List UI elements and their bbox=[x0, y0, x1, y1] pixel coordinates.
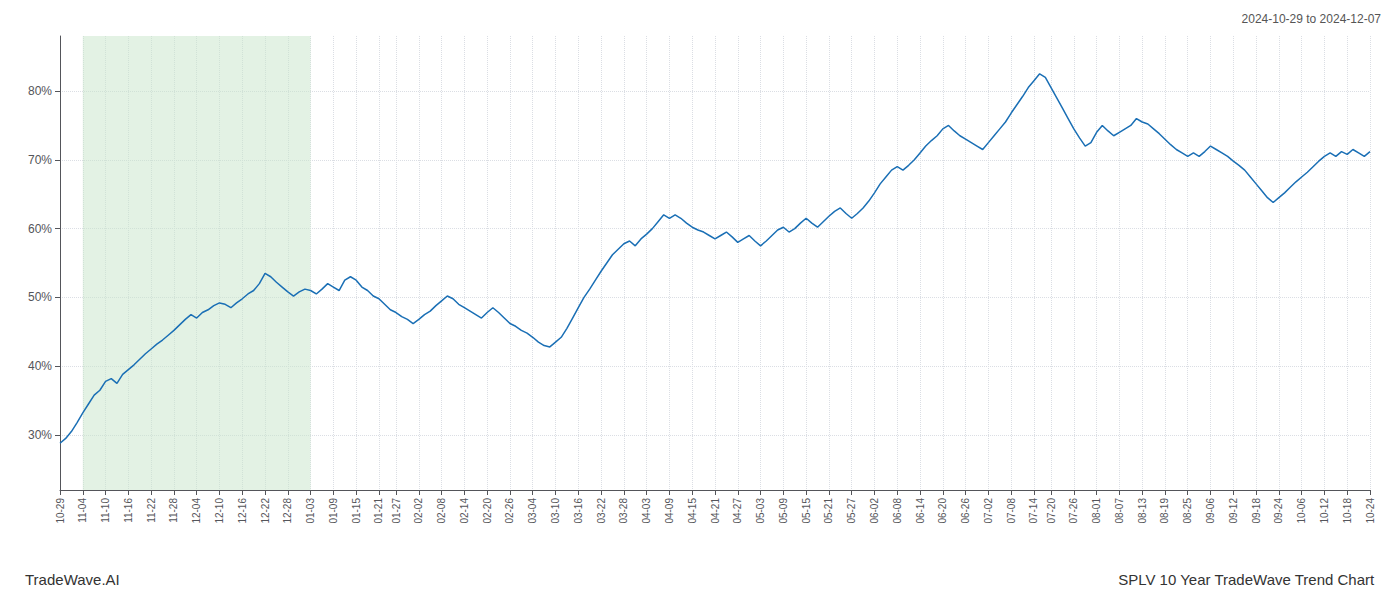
svg-text:09-18: 09-18 bbox=[1251, 498, 1262, 524]
svg-text:50%: 50% bbox=[28, 290, 52, 304]
svg-text:12-04: 12-04 bbox=[191, 498, 202, 524]
svg-text:08-01: 08-01 bbox=[1091, 498, 1102, 524]
svg-text:11-28: 11-28 bbox=[168, 498, 179, 523]
svg-text:2024-10-29 to 2024-12-07: 2024-10-29 to 2024-12-07 bbox=[1242, 12, 1382, 26]
svg-text:40%: 40% bbox=[28, 359, 52, 373]
svg-text:12-10: 12-10 bbox=[214, 498, 225, 524]
svg-text:07-14: 07-14 bbox=[1028, 498, 1039, 524]
svg-text:07-26: 07-26 bbox=[1068, 498, 1079, 524]
svg-text:02-14: 02-14 bbox=[459, 498, 470, 524]
svg-text:02-26: 02-26 bbox=[504, 498, 515, 524]
svg-text:10-06: 10-06 bbox=[1296, 498, 1307, 524]
svg-text:TradeWave.AI: TradeWave.AI bbox=[25, 571, 120, 588]
svg-text:06-08: 06-08 bbox=[892, 498, 903, 524]
svg-text:05-21: 05-21 bbox=[823, 498, 834, 524]
svg-text:80%: 80% bbox=[28, 84, 52, 98]
svg-text:02-08: 02-08 bbox=[436, 498, 447, 524]
svg-text:08-13: 08-13 bbox=[1137, 498, 1148, 524]
svg-text:05-09: 05-09 bbox=[778, 498, 789, 524]
svg-text:07-20: 07-20 bbox=[1046, 498, 1057, 524]
svg-text:08-25: 08-25 bbox=[1182, 498, 1193, 524]
svg-text:30%: 30% bbox=[28, 428, 52, 442]
svg-text:03-04: 03-04 bbox=[527, 498, 538, 524]
svg-text:02-02: 02-02 bbox=[413, 498, 424, 524]
svg-text:11-04: 11-04 bbox=[77, 498, 88, 523]
svg-text:04-09: 04-09 bbox=[664, 498, 675, 524]
svg-text:05-15: 05-15 bbox=[801, 498, 812, 524]
svg-text:03-10: 03-10 bbox=[550, 498, 561, 524]
svg-text:07-02: 07-02 bbox=[983, 498, 994, 524]
svg-text:04-27: 04-27 bbox=[732, 498, 743, 524]
svg-text:12-16: 12-16 bbox=[237, 498, 248, 524]
svg-text:12-28: 12-28 bbox=[282, 498, 293, 524]
svg-text:10-29: 10-29 bbox=[55, 498, 66, 524]
svg-text:SPLV 10 Year TradeWave Trend C: SPLV 10 Year TradeWave Trend Chart bbox=[1118, 571, 1375, 588]
svg-text:09-06: 09-06 bbox=[1205, 498, 1216, 524]
svg-text:08-19: 08-19 bbox=[1159, 498, 1170, 524]
svg-text:01-21: 01-21 bbox=[373, 498, 384, 524]
svg-text:08-07: 08-07 bbox=[1114, 498, 1125, 524]
svg-text:03-22: 03-22 bbox=[596, 498, 607, 524]
svg-text:06-20: 06-20 bbox=[937, 498, 948, 524]
svg-text:02-20: 02-20 bbox=[482, 498, 493, 524]
svg-text:06-02: 06-02 bbox=[869, 498, 880, 524]
svg-text:10-18: 10-18 bbox=[1342, 498, 1353, 524]
svg-text:04-03: 04-03 bbox=[641, 498, 652, 524]
svg-text:11-16: 11-16 bbox=[123, 498, 134, 523]
svg-text:09-24: 09-24 bbox=[1273, 498, 1284, 524]
svg-text:06-26: 06-26 bbox=[960, 498, 971, 524]
svg-text:07-08: 07-08 bbox=[1006, 498, 1017, 524]
svg-text:12-22: 12-22 bbox=[260, 498, 271, 524]
svg-text:04-15: 04-15 bbox=[687, 498, 698, 524]
svg-text:10-24: 10-24 bbox=[1365, 498, 1376, 524]
svg-text:70%: 70% bbox=[28, 153, 52, 167]
svg-text:03-28: 03-28 bbox=[618, 498, 629, 524]
svg-text:01-03: 01-03 bbox=[305, 498, 316, 524]
svg-text:60%: 60% bbox=[28, 222, 52, 236]
svg-text:04-21: 04-21 bbox=[710, 498, 721, 524]
svg-text:11-22: 11-22 bbox=[146, 498, 157, 523]
svg-text:01-09: 01-09 bbox=[328, 498, 339, 524]
svg-text:06-14: 06-14 bbox=[915, 498, 926, 524]
svg-text:10-12: 10-12 bbox=[1319, 498, 1330, 524]
svg-text:11-10: 11-10 bbox=[100, 498, 111, 523]
svg-text:01-27: 01-27 bbox=[391, 498, 402, 524]
svg-text:09-12: 09-12 bbox=[1228, 498, 1239, 524]
svg-text:05-27: 05-27 bbox=[846, 498, 857, 524]
svg-text:05-03: 05-03 bbox=[755, 498, 766, 524]
svg-text:03-16: 03-16 bbox=[573, 498, 584, 524]
svg-text:01-15: 01-15 bbox=[351, 498, 362, 524]
